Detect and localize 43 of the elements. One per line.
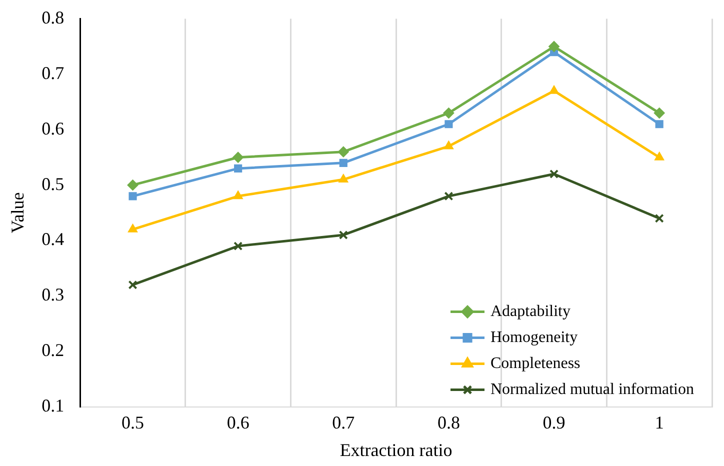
point — [654, 152, 664, 160]
point — [444, 120, 453, 128]
point — [654, 214, 664, 223]
point — [128, 224, 138, 232]
y-tick-label: 0.6 — [42, 118, 64, 138]
legend-label: Completeness — [490, 355, 580, 372]
point — [128, 192, 137, 200]
point — [338, 146, 349, 158]
point — [127, 180, 138, 191]
point — [128, 280, 138, 290]
x-tick-label: 1 — [654, 412, 664, 432]
point — [234, 242, 243, 251]
x-axis-title: Extraction ratio — [340, 440, 452, 460]
point — [549, 169, 559, 179]
point — [444, 140, 454, 150]
point — [549, 85, 559, 94]
y-axis-title: Value — [8, 192, 28, 234]
y-tick-label: 0.5 — [42, 174, 64, 194]
point — [548, 41, 560, 52]
y-tick-label: 0.1 — [42, 396, 64, 416]
x-tick-label: 0.9 — [542, 412, 566, 432]
point — [232, 152, 244, 163]
y-tick-label: 0.4 — [42, 229, 64, 250]
point — [444, 192, 454, 201]
point — [443, 108, 454, 119]
y-tick-label: 0.2 — [42, 340, 64, 360]
legend-label: Normalized mutual information — [490, 381, 694, 398]
point — [234, 164, 242, 172]
x-tick-label: 0.6 — [226, 412, 250, 432]
point — [654, 108, 665, 119]
point — [339, 158, 348, 167]
y-tick-label: 0.7 — [42, 62, 64, 83]
x-tick-label: 0.5 — [122, 412, 144, 432]
x-tick-label: 0.7 — [332, 412, 355, 432]
x-tick-label: 0.8 — [437, 412, 460, 432]
legend-label: Homogeneity — [490, 329, 578, 346]
legend-label: Adaptability — [490, 303, 570, 320]
y-tick-label: 0.3 — [42, 284, 64, 305]
point — [338, 230, 348, 240]
point — [338, 174, 348, 183]
point — [655, 120, 664, 128]
y-tick-label: 0.8 — [42, 8, 64, 28]
point — [233, 190, 243, 200]
